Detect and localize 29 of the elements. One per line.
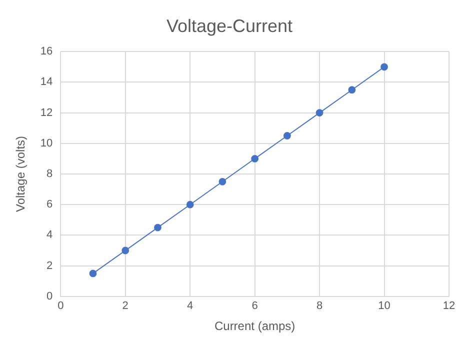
y-tick-label: 16 xyxy=(40,46,53,58)
y-axis-title: Voltage (volts) xyxy=(14,136,28,212)
point xyxy=(251,155,259,162)
point xyxy=(283,132,291,140)
point xyxy=(186,200,194,208)
point xyxy=(122,246,130,254)
y-tick-label: 14 xyxy=(40,76,53,88)
y-tick-label: 8 xyxy=(46,168,53,180)
point xyxy=(316,109,324,116)
x-tick-label: 10 xyxy=(378,300,390,312)
point xyxy=(380,63,388,71)
y-tick-label: 10 xyxy=(40,137,53,150)
y-tick-label: 6 xyxy=(46,198,53,211)
point xyxy=(89,270,97,278)
x-tick-label: 0 xyxy=(58,300,64,312)
x-tick-label: 8 xyxy=(316,300,323,312)
x-tick-label: 4 xyxy=(187,300,194,312)
y-tick-label: 0 xyxy=(46,290,53,302)
point xyxy=(154,224,162,232)
point xyxy=(348,86,356,94)
x-axis-title: Current (amps) xyxy=(214,319,296,334)
y-tick-label: 2 xyxy=(46,260,53,272)
point xyxy=(218,178,226,186)
y-tick-label: 4 xyxy=(46,229,53,242)
y-tick-label: 12 xyxy=(40,106,53,119)
chart-title: Voltage-Current xyxy=(166,16,293,36)
x-tick-label: 2 xyxy=(122,300,128,312)
x-tick-label: 12 xyxy=(442,300,456,312)
x-tick-label: 6 xyxy=(252,300,258,312)
